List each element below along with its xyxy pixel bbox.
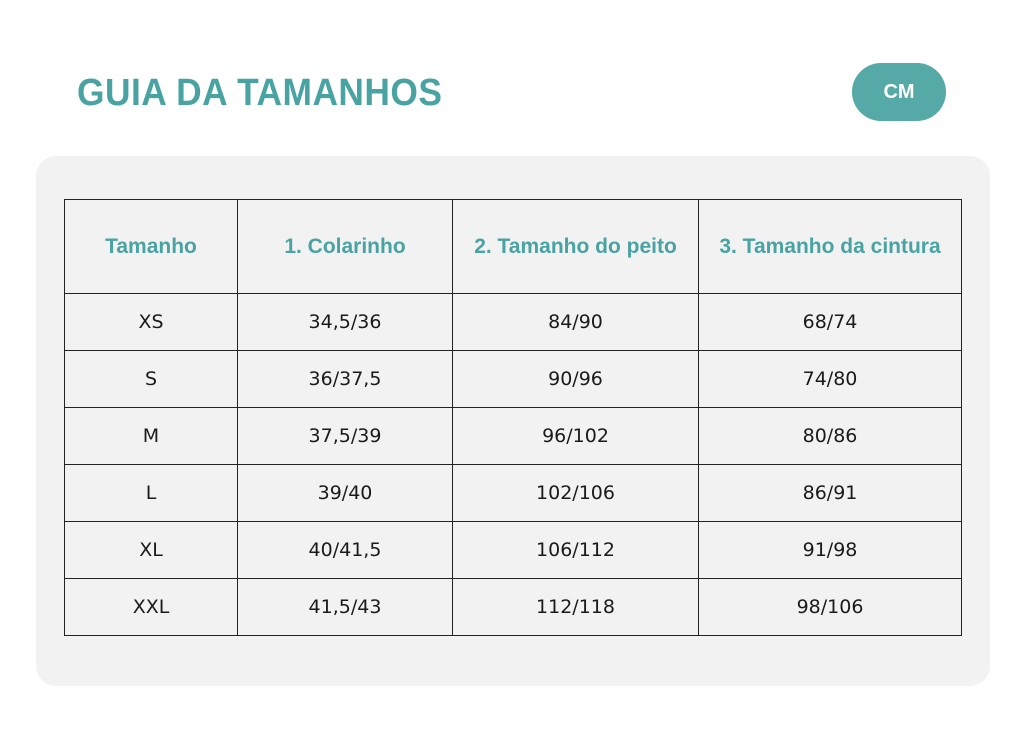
table-cell-collar: 41,5/43	[237, 578, 453, 636]
column-header-size: Tamanho	[64, 199, 238, 294]
table-row: S 36/37,5 90/96 74/80	[64, 350, 962, 408]
table-cell-collar: 34,5/36	[237, 293, 453, 351]
page-title: GUIA DA TAMANHOS	[77, 72, 443, 114]
table-row: XL 40/41,5 106/112 91/98	[64, 521, 962, 579]
table-cell-collar: 36/37,5	[237, 350, 453, 408]
table-header-row: Tamanho 1. Colarinho 2. Tamanho do peito…	[64, 199, 962, 294]
table-cell-size: M	[64, 407, 238, 465]
table-cell-waist: 86/91	[698, 464, 962, 522]
unit-toggle-button[interactable]: CM	[852, 63, 946, 121]
table-cell-collar: 37,5/39	[237, 407, 453, 465]
table-cell-size: XL	[64, 521, 238, 579]
table-cell-waist: 74/80	[698, 350, 962, 408]
table-cell-chest: 96/102	[452, 407, 699, 465]
column-header-chest: 2. Tamanho do peito	[452, 199, 699, 294]
table-cell-size: S	[64, 350, 238, 408]
size-table: Tamanho 1. Colarinho 2. Tamanho do peito…	[64, 199, 962, 636]
table-row: M 37,5/39 96/102 80/86	[64, 407, 962, 465]
table-cell-chest: 102/106	[452, 464, 699, 522]
table-cell-size: XXL	[64, 578, 238, 636]
table-row: XS 34,5/36 84/90 68/74	[64, 293, 962, 351]
table-cell-chest: 112/118	[452, 578, 699, 636]
table-cell-chest: 106/112	[452, 521, 699, 579]
table-cell-chest: 90/96	[452, 350, 699, 408]
column-header-collar: 1. Colarinho	[237, 199, 453, 294]
table-cell-waist: 68/74	[698, 293, 962, 351]
table-cell-chest: 84/90	[452, 293, 699, 351]
table-cell-collar: 40/41,5	[237, 521, 453, 579]
table-cell-waist: 80/86	[698, 407, 962, 465]
column-header-waist: 3. Tamanho da cintura	[698, 199, 962, 294]
table-cell-collar: 39/40	[237, 464, 453, 522]
table-cell-waist: 91/98	[698, 521, 962, 579]
table-row: XXL 41,5/43 112/118 98/106	[64, 578, 962, 636]
table-cell-size: L	[64, 464, 238, 522]
table-cell-waist: 98/106	[698, 578, 962, 636]
table-cell-size: XS	[64, 293, 238, 351]
table-row: L 39/40 102/106 86/91	[64, 464, 962, 522]
